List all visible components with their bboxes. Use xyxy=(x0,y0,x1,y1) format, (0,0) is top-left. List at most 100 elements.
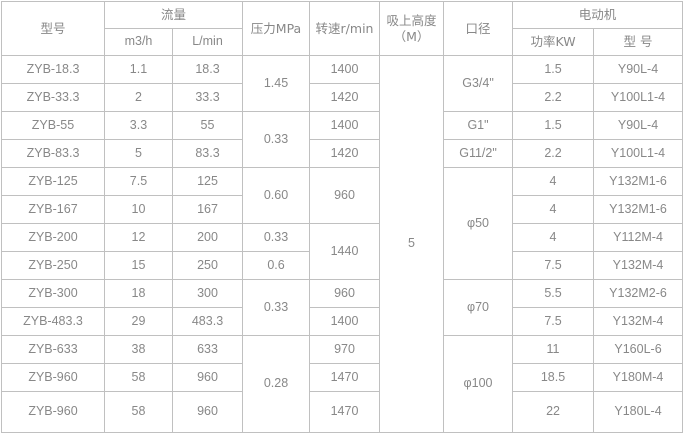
cell-motor-model: Y132M2-6 xyxy=(593,279,683,308)
header-speed: 转速r/min xyxy=(309,1,381,56)
header-bore: 口径 xyxy=(443,1,514,56)
cell-bore: G11/2" xyxy=(443,139,514,168)
cell-flow-lmin: 250 xyxy=(171,251,244,280)
cell-model: ZYB-633 xyxy=(1,335,105,364)
cell-model: ZYB-18.3 xyxy=(1,55,105,84)
cell-flow-lmin: 83.3 xyxy=(171,139,244,168)
header-motor-model: 型 号 xyxy=(593,28,683,56)
cell-bore: φ100 xyxy=(443,335,514,433)
cell-model: ZYB-960 xyxy=(1,391,105,433)
table-row: ZYB-18.3 1.1 18.3 1.45 1400 5 G3/4" 1.5 Y90L-4 xyxy=(1,55,683,433)
cell-speed: 1420 xyxy=(309,139,381,168)
cell-motor-model: Y132M1-6 xyxy=(593,195,683,224)
table-row: ZYB-125 7.5 125 0.60 960 φ50 4 Y132M1-6 xyxy=(1,167,683,280)
cell-speed: 960 xyxy=(309,167,381,224)
cell-motor-model: Y132M1-6 xyxy=(593,167,683,196)
cell-model: ZYB-125 xyxy=(1,167,105,196)
cell-motor-model: Y90L-4 xyxy=(593,111,683,140)
cell-flow-lmin: 960 xyxy=(171,363,244,392)
cell-suction-height: 5 xyxy=(379,55,445,433)
cell-motor-power: 1.5 xyxy=(512,111,595,140)
cell-motor-power: 4 xyxy=(512,195,595,224)
table-row: ZYB-167 10 167 4 Y132M1-6 xyxy=(1,195,683,224)
cell-motor-model: Y112M-4 xyxy=(593,223,683,252)
cell-bore: φ70 xyxy=(443,279,514,336)
cell-flow-m3h: 5 xyxy=(104,139,173,168)
cell-speed: 1400 xyxy=(309,307,381,336)
cell-flow-lmin: 483.3 xyxy=(171,307,244,336)
cell-model: ZYB-167 xyxy=(1,195,105,224)
header-motor-group: 电动机 xyxy=(512,1,683,29)
cell-pressure: 0.6 xyxy=(242,251,311,280)
header-flow-lmin: L/min xyxy=(171,28,244,56)
cell-motor-model: Y180M-4 xyxy=(593,363,683,392)
cell-flow-m3h: 15 xyxy=(104,251,173,280)
table-row: ZYB-300 18 300 0.33 960 φ70 5.5 Y132M2-6 xyxy=(1,279,683,336)
cell-model: ZYB-55 xyxy=(1,111,105,140)
cell-flow-lmin: 960 xyxy=(171,391,244,433)
cell-flow-lmin: 167 xyxy=(171,195,244,224)
header-pressure: 压力MPa xyxy=(242,1,311,56)
cell-speed: 1420 xyxy=(309,83,381,112)
cell-flow-m3h: 38 xyxy=(104,335,173,364)
cell-motor-power: 7.5 xyxy=(512,307,595,336)
cell-motor-model: Y90L-4 xyxy=(593,55,683,84)
table-row: ZYB-483.3 29 483.3 1400 7.5 Y132M-4 xyxy=(1,307,683,336)
cell-model: ZYB-200 xyxy=(1,223,105,252)
cell-bore: G1" xyxy=(443,111,514,140)
header-suction-height: 吸上高度 （M） xyxy=(379,1,445,56)
table-row: ZYB-960 58 960 1470 22 Y180L-4 xyxy=(1,391,683,433)
header-suction-height-line-1: 吸上高度 xyxy=(386,12,437,28)
cell-flow-m3h: 3.3 xyxy=(104,111,173,140)
cell-flow-m3h: 2 xyxy=(104,83,173,112)
table-row: ZYB-83.3 5 83.3 1420 G11/2" 2.2 Y100L1-4 xyxy=(1,139,683,168)
cell-motor-model: Y160L-6 xyxy=(593,335,683,364)
header-model: 型号 xyxy=(1,1,105,56)
table-row: ZYB-200 12 200 0.33 1440 4 Y112M-4 xyxy=(1,223,683,280)
table-row: ZYB-33.3 2 33.3 1420 2.2 Y100L1-4 xyxy=(1,83,683,112)
header-motor-power: 功率KW xyxy=(512,28,595,56)
cell-speed: 1400 xyxy=(309,111,381,140)
cell-pressure: 0.33 xyxy=(242,223,311,252)
cell-speed: 1470 xyxy=(309,363,381,392)
cell-motor-model: Y132M-4 xyxy=(593,307,683,336)
cell-flow-m3h: 1.1 xyxy=(104,55,173,84)
cell-speed: 1470 xyxy=(309,391,381,433)
cell-flow-m3h: 10 xyxy=(104,195,173,224)
cell-motor-power: 5.5 xyxy=(512,279,595,308)
cell-flow-lmin: 18.3 xyxy=(171,55,244,84)
cell-flow-lmin: 200 xyxy=(171,223,244,252)
cell-flow-m3h: 7.5 xyxy=(104,167,173,196)
cell-motor-model: Y132M-4 xyxy=(593,251,683,280)
cell-model: ZYB-250 xyxy=(1,251,105,280)
cell-bore: G3/4" xyxy=(443,55,514,112)
table-row: ZYB-55 3.3 55 0.33 1400 G1" 1.5 Y90L-4 xyxy=(1,111,683,168)
cell-motor-model: Y100L1-4 xyxy=(593,139,683,168)
header-suction-height-line-2: （M） xyxy=(393,28,430,44)
table-row: ZYB-960 58 960 1470 18.5 Y180M-4 xyxy=(1,363,683,392)
header-flow-group: 流量 xyxy=(103,1,244,29)
cell-flow-lmin: 55 xyxy=(171,111,244,140)
cell-model: ZYB-33.3 xyxy=(1,83,105,112)
cell-motor-power: 4 xyxy=(512,167,595,196)
header-flow-m3h: m3/h xyxy=(104,28,173,56)
cell-speed: 1400 xyxy=(309,55,381,84)
cell-flow-m3h: 58 xyxy=(104,363,173,392)
cell-model: ZYB-83.3 xyxy=(1,139,105,168)
cell-speed: 970 xyxy=(309,335,381,364)
cell-motor-model: Y180L-4 xyxy=(593,391,683,433)
cell-motor-model: Y100L1-4 xyxy=(593,83,683,112)
cell-motor-power: 4 xyxy=(512,223,595,252)
cell-pressure: 0.60 xyxy=(242,167,311,224)
cell-pressure: 0.28 xyxy=(242,335,311,433)
cell-pressure: 1.45 xyxy=(242,55,311,112)
cell-motor-power: 22 xyxy=(512,391,595,433)
cell-motor-power: 11 xyxy=(512,335,595,364)
cell-motor-power: 18.5 xyxy=(512,363,595,392)
cell-flow-m3h: 12 xyxy=(104,223,173,252)
cell-flow-lmin: 633 xyxy=(171,335,244,364)
table-row: ZYB-633 38 633 0.28 970 φ100 11 Y160L-6 xyxy=(1,335,683,433)
cell-flow-m3h: 18 xyxy=(104,279,173,308)
cell-motor-power: 1.5 xyxy=(512,55,595,84)
